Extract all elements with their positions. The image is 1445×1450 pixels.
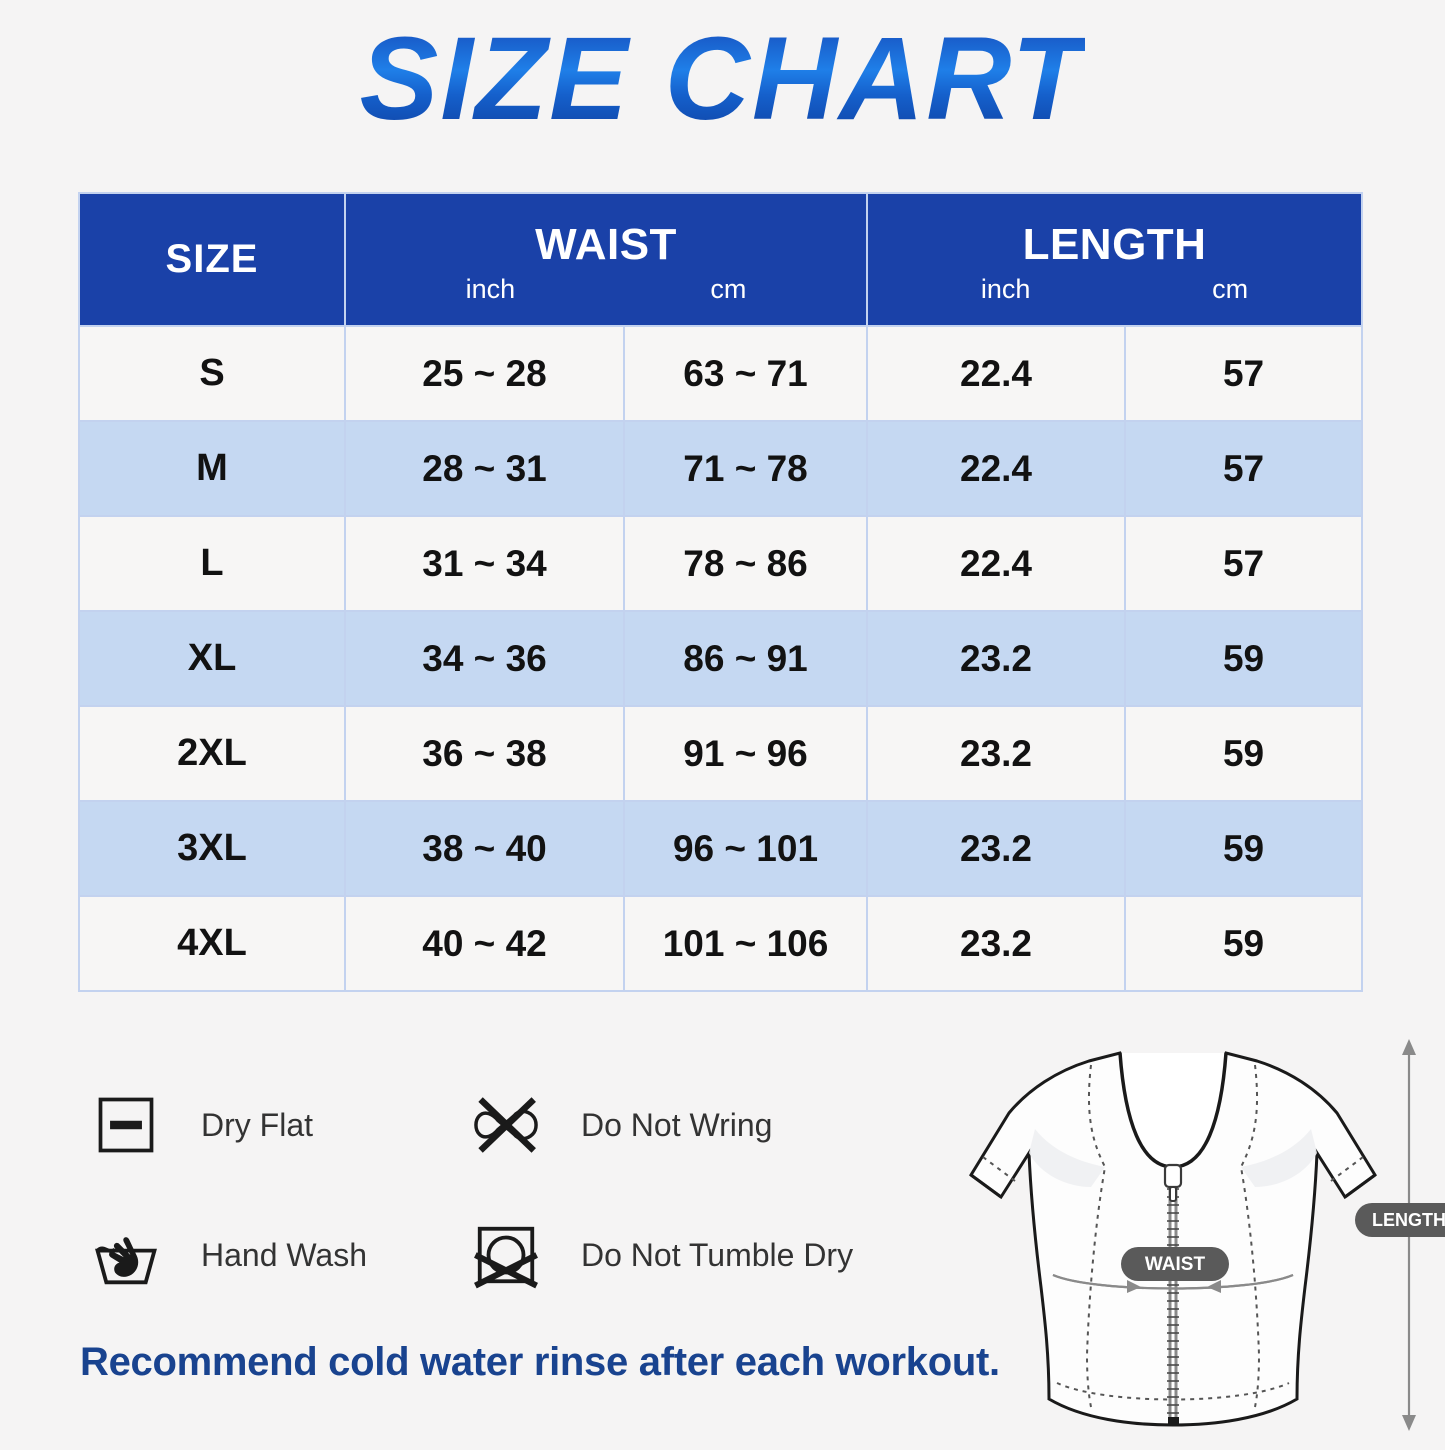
cell-waist-cm: 86 ~ 91 (622, 610, 869, 707)
cell-length-cm: 59 (1124, 610, 1364, 707)
cell-length-cm: 57 (1124, 515, 1364, 612)
care-row-2: Hand Wash Do Not Tumble Dry (85, 1190, 965, 1320)
table-header-row: SIZE WAIST inch cm LENGTH inch cm (78, 192, 1364, 327)
cell-size: 4XL (78, 895, 346, 992)
cell-waist-inch: 28 ~ 31 (344, 420, 625, 517)
cell-waist-cm: 91 ~ 96 (622, 705, 869, 802)
table-header: SIZE WAIST inch cm LENGTH inch cm (78, 192, 1364, 327)
care-label-dry-flat: Dry Flat (201, 1106, 313, 1143)
table-row: XL 34 ~ 36 86 ~ 91 23.2 59 (78, 610, 1364, 707)
cell-waist-cm: 101 ~ 106 (622, 895, 869, 992)
cell-length-cm: 59 (1124, 800, 1364, 897)
do-not-tumble-dry-icon (465, 1214, 547, 1296)
page-title: SIZE CHART (359, 13, 1086, 145)
cell-waist-cm: 63 ~ 71 (622, 325, 869, 422)
cell-waist-inch: 25 ~ 28 (344, 325, 625, 422)
column-header-size: SIZE (78, 192, 346, 327)
cell-waist-inch: 36 ~ 38 (344, 705, 625, 802)
care-instructions: Dry Flat Do Not Wring Hand W (85, 1060, 965, 1320)
care-label-do-not-tumble-dry: Do Not Tumble Dry (581, 1236, 854, 1273)
cell-waist-inch: 31 ~ 34 (344, 515, 625, 612)
care-row-1: Dry Flat Do Not Wring (85, 1060, 965, 1190)
care-item-hand-wash: Hand Wash (85, 1214, 465, 1296)
cell-length-inch: 23.2 (866, 705, 1127, 802)
table-body: S 25 ~ 28 63 ~ 71 22.4 57 M 28 ~ 31 71 ~… (78, 325, 1364, 992)
cell-length-cm: 57 (1124, 325, 1364, 422)
cell-length-inch: 23.2 (866, 800, 1127, 897)
cell-waist-inch: 34 ~ 36 (344, 610, 625, 707)
cell-waist-cm: 96 ~ 101 (622, 800, 869, 897)
table-row: L 31 ~ 34 78 ~ 86 22.4 57 (78, 515, 1364, 612)
cell-size: XL (78, 610, 346, 707)
cell-length-cm: 57 (1124, 420, 1364, 517)
unit-length-cm: cm (1212, 274, 1249, 304)
table-row: 2XL 36 ~ 38 91 ~ 96 23.2 59 (78, 705, 1364, 802)
cell-length-inch: 23.2 (866, 610, 1127, 707)
column-header-length-units: inch cm (868, 274, 1361, 305)
length-badge-label: LENGTH (1372, 1210, 1445, 1230)
cell-waist-cm: 71 ~ 78 (622, 420, 869, 517)
cell-length-cm: 59 (1124, 895, 1364, 992)
care-item-dry-flat: Dry Flat (85, 1084, 465, 1166)
care-item-do-not-wring: Do Not Wring (465, 1084, 845, 1166)
table-row: 3XL 38 ~ 40 96 ~ 101 23.2 59 (78, 800, 1364, 897)
recommendation-text: Recommend cold water rinse after each wo… (80, 1340, 1000, 1384)
unit-waist-cm: cm (710, 274, 747, 304)
cell-size: S (78, 325, 346, 422)
unit-length-inch: inch (980, 274, 1031, 304)
cell-waist-inch: 38 ~ 40 (344, 800, 625, 897)
cell-length-inch: 22.4 (866, 325, 1127, 422)
hand-wash-icon (85, 1214, 167, 1296)
cell-size: 3XL (78, 800, 346, 897)
column-header-waist-units: inch cm (346, 274, 866, 305)
unit-waist-inch: inch (465, 274, 516, 304)
cell-length-inch: 22.4 (866, 420, 1127, 517)
garment-illustration: WAIST LENGTH (945, 1025, 1445, 1445)
waist-badge-label: WAIST (1145, 1254, 1206, 1275)
care-label-hand-wash: Hand Wash (201, 1236, 367, 1273)
cell-length-inch: 23.2 (866, 895, 1127, 992)
care-item-do-not-tumble-dry: Do Not Tumble Dry (465, 1214, 853, 1296)
table-row: S 25 ~ 28 63 ~ 71 22.4 57 (78, 325, 1364, 422)
column-header-length: LENGTH inch cm (866, 192, 1364, 327)
cell-size: 2XL (78, 705, 346, 802)
column-header-waist: WAIST inch cm (343, 192, 869, 327)
do-not-wring-icon (465, 1084, 547, 1166)
care-label-do-not-wring: Do Not Wring (581, 1106, 773, 1143)
cell-waist-inch: 40 ~ 42 (344, 895, 625, 992)
cell-size: L (78, 515, 346, 612)
column-header-length-label: LENGTH (1022, 220, 1207, 269)
cell-length-inch: 22.4 (866, 515, 1127, 612)
table-row: M 28 ~ 31 71 ~ 78 22.4 57 (78, 420, 1364, 517)
cell-length-cm: 59 (1124, 705, 1364, 802)
table-row: 4XL 40 ~ 42 101 ~ 106 23.2 59 (78, 895, 1364, 992)
dry-flat-icon (85, 1084, 167, 1166)
page-title-wrap: SIZE CHART (0, 0, 1445, 150)
cell-waist-cm: 78 ~ 86 (622, 515, 869, 612)
size-chart-table: SIZE WAIST inch cm LENGTH inch cm S 25 ~… (78, 192, 1364, 992)
cell-size: M (78, 420, 346, 517)
column-header-waist-label: WAIST (535, 220, 677, 269)
